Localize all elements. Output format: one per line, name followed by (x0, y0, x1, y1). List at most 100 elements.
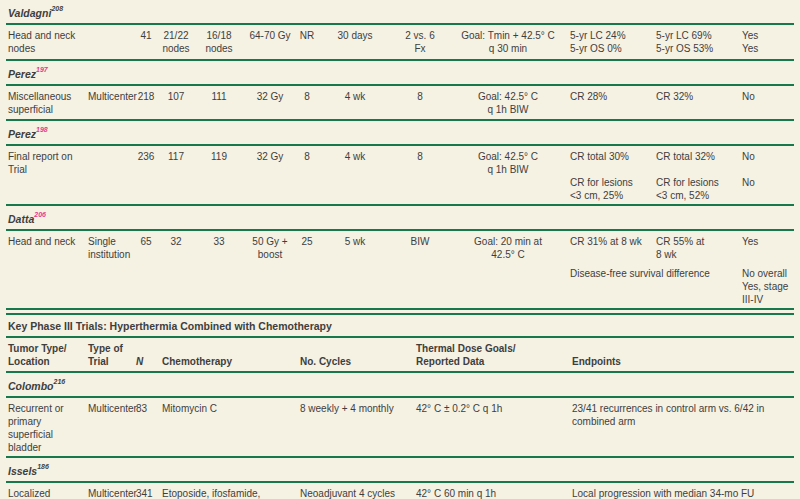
col-header-chemotherapy: Chemotherapy (160, 351, 298, 371)
study-header-issels: Issels186 (6, 458, 794, 483)
cell-arm1-n: 117 (158, 146, 194, 204)
study-header-perez198: Perez198 (6, 121, 794, 146)
cell-rt-dose: 64-70 Gy (244, 25, 296, 59)
data-row-perez198: Final report on Trial 236 117 119 32 Gy … (6, 146, 794, 206)
cell-ht-schedule: BIW (392, 231, 448, 263)
cell-trial-type: Multicenter (86, 483, 134, 499)
study-header-datta: Datta206 (6, 206, 794, 231)
cell-arm2-n: 33 (194, 231, 244, 263)
cell-n: 41 (134, 25, 158, 59)
cell-arm1-n: 21/22 nodes (158, 25, 194, 59)
study-header-colombo: Colombo216 (6, 373, 794, 398)
study-header-perez197: Perez197 (6, 61, 794, 86)
cell-thermal-goal: Goal: 20 min at 42.5° C (448, 231, 568, 263)
data-row-valdagni: Head and neck nodes 41 21/22 nodes 16/18… (6, 25, 794, 61)
cell-n: 218 (134, 86, 158, 119)
cell-significant: No No (740, 146, 794, 204)
cell-arm2-n: 16/18 nodes (194, 25, 244, 59)
cell-trial-type: Multicenter (86, 86, 134, 119)
citation-ref-link[interactable]: 198 (36, 126, 48, 133)
cell-fractions: 8 (296, 86, 318, 119)
cell-control-result: CR total 30% CR for lesions <3 cm, 25% (568, 146, 654, 204)
cell-n: 83 (134, 398, 160, 456)
cell-cycles: Neoadjuvant 4 cycles + 4 cycles after lo… (298, 483, 414, 499)
cell-trial-type: Single institution (86, 231, 134, 263)
cell-duration: 4 wk (318, 146, 392, 204)
cell-ht-schedule: 8 (392, 146, 448, 204)
cell-significant: No (740, 86, 794, 119)
data-row-datta: Head and neck Single institution 65 32 3… (6, 231, 794, 310)
cell-control-result: CR 28% (568, 86, 654, 119)
col-header-cycles: No. Cycles (298, 351, 414, 371)
cell-tumor-type: Head and neck nodes (6, 25, 86, 59)
col-header-thermal-goals: Thermal Dose Goals/ Reported Data (414, 338, 570, 371)
cell-survival-note: Disease-free survival difference (568, 263, 740, 308)
cell-cycles: 8 weekly + 4 monthly (298, 398, 414, 456)
study-header-valdagni: Valdagni208 (6, 0, 794, 25)
study-name: Datta (8, 213, 34, 225)
cell-thermal-goal: 42° C ± 0.2° C q 1h (414, 398, 570, 456)
col-header-trial-type: Type of Trial (86, 338, 134, 371)
cell-thermal-goal: Goal: 42.5° C q 1h BIW (448, 86, 568, 119)
cell-rt-dose: 32 Gy (244, 146, 296, 204)
cell-arm2-n: 119 (194, 146, 244, 204)
cell-rt-dose: 32 Gy (244, 86, 296, 119)
cell-n: 65 (134, 231, 158, 263)
study-name: Issels (8, 465, 37, 477)
study-name: Colombo (8, 380, 54, 392)
cell-arm1-n: 107 (158, 86, 194, 119)
cell-trial-type (86, 25, 134, 59)
cell-arm2-n: 111 (194, 86, 244, 119)
cell-trial-type (86, 146, 134, 204)
cell-duration: 4 wk (318, 86, 392, 119)
cell-duration: 5 wk (318, 231, 392, 263)
cell-ht-schedule: 8 (392, 86, 448, 119)
cell-chemotherapy: Mitomycin C (160, 398, 298, 456)
cell-tumor-type: Final report on Trial (6, 146, 86, 204)
cell-control-result: CR 31% at 8 wk (568, 231, 654, 263)
cell-combined-result: 5-yr LC 69% 5-yr OS 53% (654, 25, 740, 59)
cell-endpoints: 23/41 recurrences in control arm vs. 6/4… (570, 398, 794, 456)
cell-combined-result: CR total 32% CR for lesions <3 cm, 52% (654, 146, 740, 204)
cell-control-result: 5-yr LC 24% 5-yr OS 0% (568, 25, 654, 59)
citation-ref-link[interactable]: 197 (36, 66, 48, 73)
cell-tumor-type: Recurrent or primary superficial bladder (6, 398, 86, 456)
cell-significant: Yes Yes (740, 25, 794, 59)
cell-n: 341 (134, 483, 160, 499)
cell-thermal-goal: 42° C 60 min q 1h (414, 483, 570, 499)
cell-thermal-goal: Goal: 42.5° C q 1h BIW (448, 146, 568, 204)
section-title-chemotherapy: Key Phase III Trials: Hyperthermia Combi… (6, 313, 794, 338)
cell-ht-schedule: 2 vs. 6 Fx (392, 25, 448, 59)
column-header-row: Tumor Type/ Location Type of Trial N Che… (6, 338, 794, 373)
cell-tumor-type: Miscellaneous superficial (6, 86, 86, 119)
study-name: Perez (8, 128, 36, 140)
cell-significant: Yes (740, 231, 794, 263)
citation-ref: 208 (51, 5, 63, 12)
study-name: Perez (8, 68, 36, 80)
cell-trial-type: Multicenter (86, 398, 134, 456)
citation-ref-link[interactable]: 206 (34, 211, 46, 218)
cell-rt-dose: 50 Gy + boost (244, 231, 296, 263)
cell-arm1-n: 32 (158, 231, 194, 263)
cell-duration: 30 days (318, 25, 392, 59)
cell-survival-significant: No overall Yes, stage III-IV (740, 263, 794, 308)
col-header-tumor-type: Tumor Type/ Location (6, 338, 86, 371)
data-row-colombo: Recurrent or primary superficial bladder… (6, 398, 794, 458)
cell-tumor-type: Localized high-risk soft tissue sarcoma (6, 483, 86, 499)
cell-fractions: 25 (296, 231, 318, 263)
cell-combined-result: CR 32% (654, 86, 740, 119)
cell-n: 236 (134, 146, 158, 204)
citation-ref: 186 (37, 463, 49, 470)
cell-fractions: 8 (296, 146, 318, 204)
col-header-endpoints: Endpoints (570, 351, 794, 371)
study-name: Valdagni (8, 7, 51, 19)
cell-fractions: NR (296, 25, 318, 59)
data-row-issels: Localized high-risk soft tissue sarcoma … (6, 483, 794, 499)
cell-endpoints: Local progression with median 34-mo FU C… (570, 483, 794, 499)
cell-combined-result: CR 55% at 8 wk (654, 231, 740, 263)
cell-tumor-type: Head and neck (6, 231, 86, 263)
col-header-n: N (134, 351, 160, 371)
cell-chemotherapy: Etoposide, ifosfamide, doxorubicin (160, 483, 298, 499)
table-page: Valdagni208 Head and neck nodes 41 21/22… (0, 0, 800, 499)
cell-thermal-goal: Goal: Tmin + 42.5° C q 30 min (448, 25, 568, 59)
